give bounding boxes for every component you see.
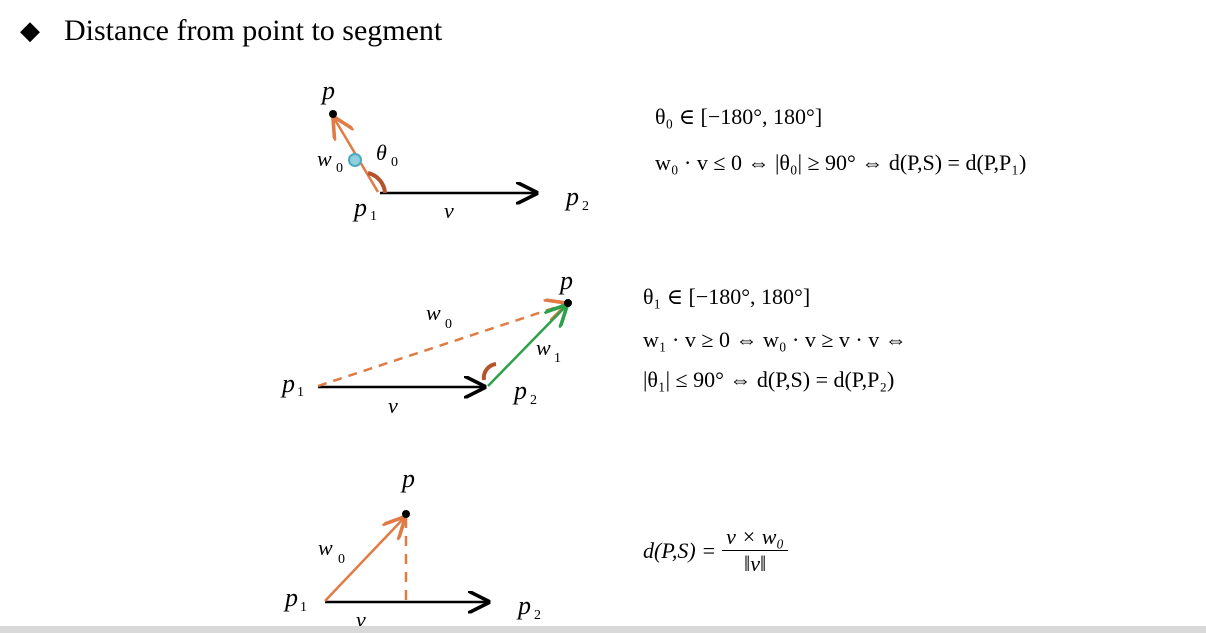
formula-1-condition: w₀ · v ≤ 0 ⇔ |θ₀| ≥ 90° ⇔ d(P,S) = d(P,P…	[655, 150, 1027, 175]
formula-2-result: |θ₁| ≤ 90° ⇔ d(P,S) = d(P,P₂)	[643, 367, 895, 392]
formula-1-range: θ₀ ∈ [−180°, 180°]	[655, 104, 823, 129]
angle-arc-theta1	[481, 362, 497, 381]
label-v: v	[444, 198, 454, 223]
label-p2-sub: 2	[582, 199, 589, 214]
label-p: p	[400, 464, 415, 493]
diagram-case-perpendicular: p w 0 p 1 v p 2	[283, 464, 541, 632]
label-p2: p	[516, 591, 531, 620]
point-p-1	[329, 110, 337, 118]
label-p2: p	[512, 376, 527, 405]
label-w0-sub: 0	[445, 317, 452, 332]
label-p2-sub: 2	[530, 393, 537, 408]
label-theta0-sub: 0	[391, 155, 398, 170]
label-w1: w	[536, 335, 551, 360]
formula-3-fraction: v × w₀ ‖v‖	[722, 524, 789, 577]
diagram-case-before-p1: p w 0 θ 0 p 1 v p 2	[317, 76, 589, 224]
label-p1: p	[280, 369, 295, 398]
angle-arc-theta0	[367, 171, 387, 194]
label-p: p	[320, 76, 335, 105]
formula-3-lhs: d(P,S) =	[643, 537, 717, 563]
slide-heading: ◆ Distance from point to segment	[20, 14, 442, 48]
label-p1-sub: 1	[297, 385, 304, 400]
slide-title: Distance from point to segment	[64, 14, 443, 47]
label-theta0: θ	[376, 140, 387, 165]
label-p1-sub: 1	[300, 600, 307, 615]
diamond-bullet-icon: ◆	[20, 16, 40, 45]
label-w0-sub: 0	[338, 552, 345, 567]
label-w0: w	[426, 300, 441, 325]
label-p2: p	[564, 182, 579, 211]
label-w0: w	[318, 535, 333, 560]
label-w0: w	[317, 146, 332, 171]
label-w1-sub: 1	[554, 351, 561, 366]
point-p-2	[564, 299, 572, 307]
bottom-strip	[0, 626, 1206, 633]
diagram-case-beyond-p2: p w 0 w 1 p 1 v p 2	[280, 266, 573, 418]
point-p-3	[402, 510, 410, 518]
formula-2-condition: w₁ · v ≥ 0 ⇔ w₀ · v ≥ v · v ⇔	[643, 327, 907, 352]
formula-3-distance: d(P,S) = v × w₀ ‖v‖	[643, 524, 789, 577]
formula-2-range: θ₁ ∈ [−180°, 180°]	[643, 284, 811, 309]
formula-3-numerator: v × w₀	[722, 524, 789, 551]
label-p1: p	[352, 193, 367, 222]
label-p1: p	[283, 583, 298, 612]
label-p1-sub: 1	[370, 209, 377, 224]
vector-w1	[487, 306, 566, 387]
label-p2-sub: 2	[534, 608, 541, 623]
label-p: p	[558, 266, 573, 295]
formula-3-denominator: ‖v‖	[744, 551, 767, 576]
vector-w0-2-dashed	[317, 304, 566, 388]
vector-w0-3	[324, 518, 404, 602]
angle-marker	[348, 153, 362, 167]
label-w0-sub: 0	[336, 161, 343, 176]
label-v: v	[356, 607, 366, 632]
label-v: v	[388, 393, 398, 418]
